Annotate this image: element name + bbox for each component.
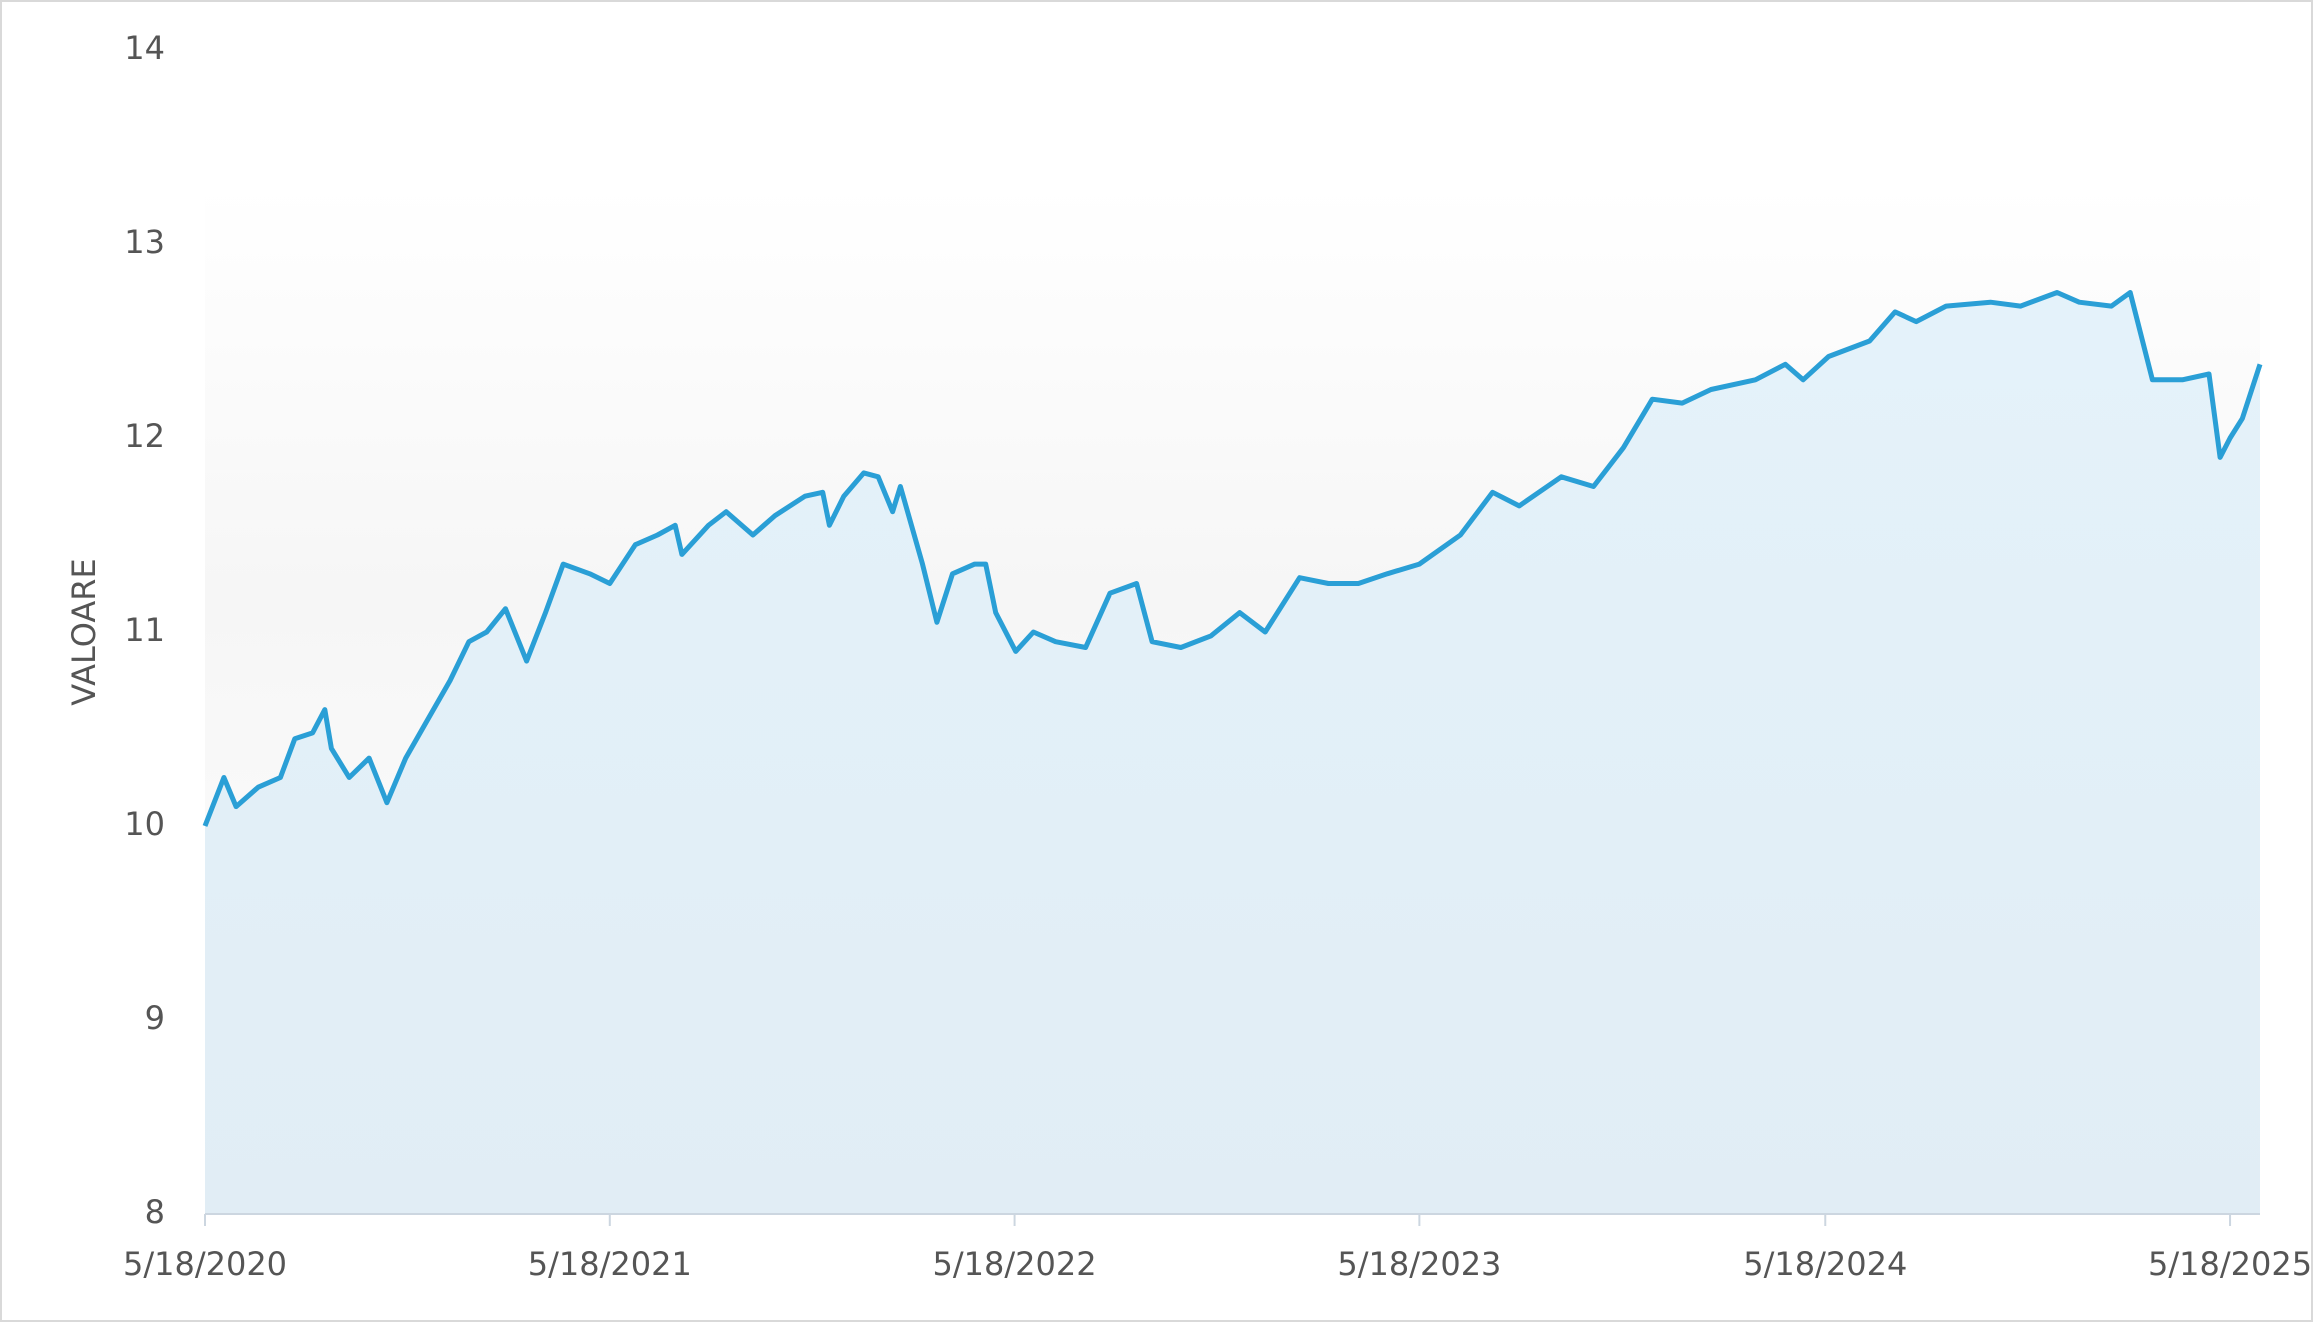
x-tick-label: 5/18/2023 <box>1337 1245 1501 1283</box>
x-tick-label: 5/18/2024 <box>1743 1245 1907 1283</box>
y-tick-label: 12 <box>124 417 165 455</box>
y-tick-label: 11 <box>124 611 165 649</box>
y-tick-label: 8 <box>145 1193 165 1231</box>
line <box>202 290 2263 827</box>
x-tick-label: 5/18/2020 <box>123 1245 287 1283</box>
y-tick-label: 14 <box>124 29 165 67</box>
x-tick-label: 5/18/2021 <box>528 1245 692 1283</box>
y-tick-label: 9 <box>145 999 165 1037</box>
x-tick-label: 5/18/2022 <box>933 1245 1097 1283</box>
x-tick-label: 5/18/2025 <box>2148 1245 2312 1283</box>
y-axis-label: VALOARE <box>65 558 103 705</box>
y-tick-label: 13 <box>124 223 165 261</box>
area <box>205 292 2260 1214</box>
y-tick-label: 10 <box>124 805 165 843</box>
